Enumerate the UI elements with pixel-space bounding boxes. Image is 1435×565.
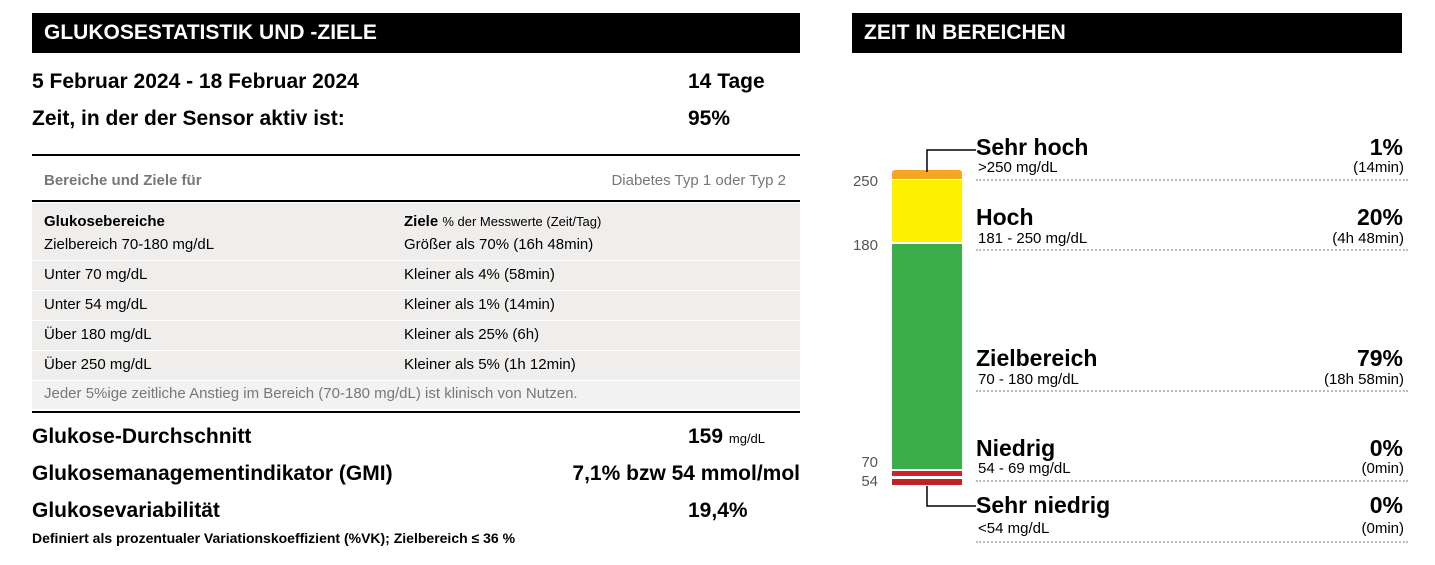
high-range: 181 - 250 mg/dL — [978, 230, 1088, 247]
sensor-active-label: Zeit, in der der Sensor aktiv ist: — [32, 107, 345, 130]
bar-segment-very-high — [892, 170, 962, 179]
table-row: Über 180 mg/dL Kleiner als 25% (6h) — [32, 321, 800, 351]
dotted-separator — [976, 249, 1408, 251]
target-range-duration: (18h 58min) — [1323, 371, 1404, 388]
col-header-targets: Ziele % der Messwerte (Zeit/Tag) — [404, 213, 602, 230]
high-duration: (4h 48min) — [1332, 230, 1404, 247]
range-cell: Über 180 mg/dL — [44, 326, 152, 343]
table-row: Glukosebereiche Ziele % der Messwerte (Z… — [32, 203, 800, 261]
very-high-label: Sehr hoch — [976, 134, 1089, 160]
target-cell: Kleiner als 4% (58min) — [404, 266, 555, 283]
very-high-duration: (14min) — [1353, 159, 1404, 176]
glucose-variability-value: 19,4% — [688, 499, 748, 522]
target-range-label: Zielbereich — [976, 345, 1098, 371]
ranges-targets-table: Glukosebereiche Ziele % der Messwerte (Z… — [32, 203, 800, 409]
tick-180: 180 — [852, 237, 878, 254]
bracket-connector-top — [926, 149, 976, 172]
divider — [32, 411, 800, 413]
dotted-separator — [976, 480, 1408, 482]
bar-segment-low — [892, 471, 962, 476]
high-label: Hoch — [976, 204, 1034, 230]
dotted-separator — [976, 390, 1408, 392]
target-cell: Kleiner als 25% (6h) — [404, 326, 540, 343]
glucose-average-label: Glukose-Durchschnitt — [32, 425, 252, 448]
very-high-range: >250 mg/dL — [978, 159, 1058, 176]
date-range: 5 Februar 2024 - 18 Februar 2024 — [32, 70, 359, 93]
gmi-label: Glukosemanagementindikator (GMI) — [32, 462, 393, 485]
low-percent: 0% — [1369, 435, 1403, 461]
low-range: 54 - 69 mg/dL — [978, 460, 1071, 477]
glucose-statistics-header: GLUKOSESTATISTIK UND -ZIELE — [32, 13, 800, 53]
ranges-header-label: Bereiche und Ziele für — [44, 172, 202, 189]
divider — [32, 154, 800, 156]
tick-70: 70 — [861, 454, 878, 471]
low-label: Niedrig — [976, 435, 1056, 461]
range-cell: Zielbereich 70-180 mg/dL — [44, 236, 215, 253]
diabetes-type-label: Diabetes Typ 1 oder Typ 2 — [611, 172, 786, 189]
target-range-range: 70 - 180 mg/dL — [978, 371, 1079, 388]
bar-segment-target — [892, 244, 962, 469]
col-header-ranges: Glukosebereiche — [44, 213, 165, 230]
low-duration: (0min) — [1361, 460, 1404, 477]
very-low-percent: 0% — [1369, 492, 1403, 518]
range-cell: Unter 70 mg/dL — [44, 266, 148, 283]
time-in-ranges-header: ZEIT IN BEREICHEN — [852, 13, 1402, 53]
very-high-percent: 1% — [1369, 134, 1403, 160]
table-row: Unter 70 mg/dL Kleiner als 4% (58min) — [32, 261, 800, 291]
glucose-average-unit: mg/dL — [728, 431, 766, 446]
glucose-average-value: 159 mg/dL — [688, 425, 766, 448]
dotted-separator — [976, 179, 1408, 181]
range-cell: Über 250 mg/dL — [44, 356, 152, 373]
table-row: Über 250 mg/dL Kleiner als 5% (1h 12min) — [32, 351, 800, 381]
bar-segment-high — [892, 180, 962, 242]
very-low-range: <54 mg/dL — [978, 520, 1050, 537]
days-count: 14 Tage — [688, 70, 765, 93]
table-row: Unter 54 mg/dL Kleiner als 1% (14min) — [32, 291, 800, 321]
very-low-label: Sehr niedrig — [976, 492, 1111, 518]
bar-segment-very-low — [892, 479, 962, 485]
very-low-duration: (0min) — [1361, 520, 1404, 537]
high-percent: 20% — [1356, 204, 1403, 230]
target-cell: Kleiner als 5% (1h 12min) — [404, 356, 576, 373]
glucose-variability-label: Glukosevariabilität — [32, 499, 220, 522]
target-range-percent: 79% — [1356, 345, 1403, 371]
bracket-connector-bottom — [926, 486, 976, 507]
range-cell: Unter 54 mg/dL — [44, 296, 148, 313]
tick-54: 54 — [861, 473, 878, 490]
gmi-value: 7,1% bzw 54 mmol/mol — [572, 462, 800, 485]
tick-250: 250 — [852, 173, 878, 190]
sensor-active-value: 95% — [688, 107, 731, 130]
variability-footnote: Definiert als prozentualer Variationskoe… — [32, 530, 516, 546]
divider — [32, 200, 800, 202]
target-cell: Kleiner als 1% (14min) — [404, 296, 555, 313]
ranges-targets-header: Bereiche und Ziele für Diabetes Typ 1 od… — [32, 157, 800, 201]
clinical-benefit-note: Jeder 5%ige zeitliche Anstieg im Bereich… — [32, 381, 800, 409]
dotted-separator — [976, 541, 1408, 543]
target-cell: Größer als 70% (16h 48min) — [404, 236, 594, 253]
